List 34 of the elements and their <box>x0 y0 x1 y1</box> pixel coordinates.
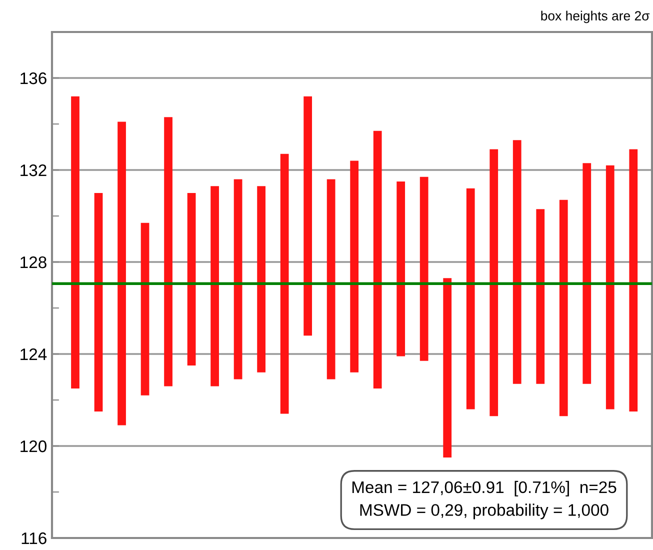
bar <box>71 96 80 388</box>
y-tick-label: 136 <box>20 72 46 84</box>
bar <box>536 209 545 384</box>
bar <box>94 193 103 412</box>
bar <box>559 200 568 416</box>
annotation: Mean = 127,06±0.91 [0.71%] n=25 <box>352 480 616 496</box>
bar <box>582 163 592 384</box>
bar <box>490 149 498 416</box>
annotation: MSWD = 0,29, probability = 1,000 <box>360 504 608 520</box>
y-tick-label: 120 <box>20 440 46 452</box>
bar <box>257 186 266 372</box>
y-tick-label: 132 <box>20 164 46 176</box>
bar <box>629 149 638 412</box>
bar <box>350 160 359 372</box>
y-tick-label: 124 <box>20 348 47 360</box>
y-tick-label: 116 <box>22 532 46 544</box>
bar <box>443 278 452 458</box>
text: box heights are 2σ <box>541 10 650 24</box>
bar <box>512 140 522 384</box>
bar <box>466 188 475 410</box>
bar <box>396 182 406 356</box>
bar <box>373 130 382 388</box>
bar <box>326 179 336 380</box>
bar <box>420 176 428 361</box>
bar <box>140 222 150 396</box>
bar <box>210 186 219 386</box>
bar <box>280 154 289 414</box>
bar <box>304 96 312 336</box>
bar <box>606 165 614 410</box>
y-tick-label: 128 <box>20 256 46 268</box>
bar <box>234 179 242 380</box>
bar <box>187 193 196 366</box>
bar <box>118 122 126 426</box>
bar <box>164 117 172 386</box>
